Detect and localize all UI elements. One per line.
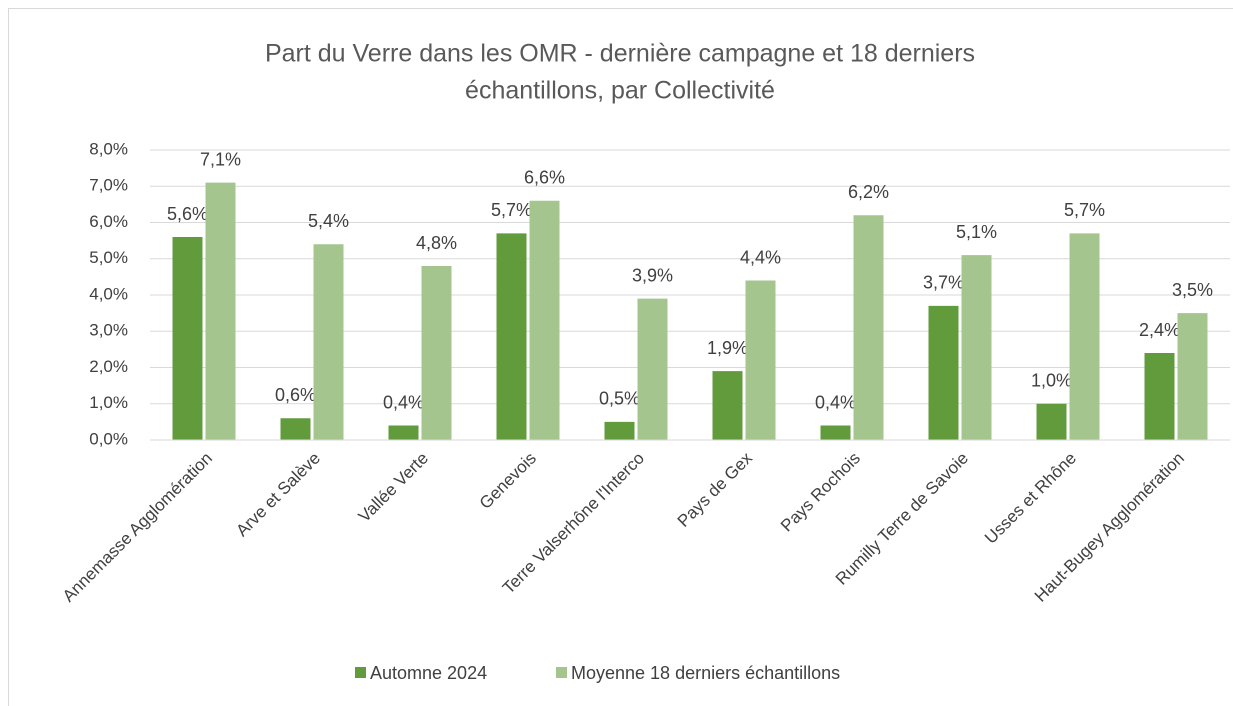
data-label: 5,1% [956, 222, 997, 242]
bar [1036, 403, 1067, 440]
bar [496, 233, 527, 440]
x-tick-label: Vallée Verte [355, 449, 432, 526]
chart-title: échantillons, par Collectivité [465, 77, 775, 105]
data-label: 0,4% [815, 392, 856, 412]
bar [1069, 233, 1100, 440]
bar [172, 237, 203, 440]
bar [853, 215, 884, 440]
bar [1177, 313, 1208, 440]
data-label: 5,6% [167, 204, 208, 224]
data-label: 0,5% [599, 389, 640, 409]
data-label: 2,4% [1139, 320, 1180, 340]
y-tick-label: 6,0% [89, 212, 128, 231]
chart-border [8, 8, 1233, 706]
data-label: 6,6% [524, 168, 565, 188]
bar [529, 200, 560, 440]
data-label: 0,6% [275, 385, 316, 405]
y-tick-label: 3,0% [89, 321, 128, 340]
bar [745, 280, 776, 440]
bar [388, 425, 419, 440]
y-tick-label: 1,0% [89, 393, 128, 412]
y-tick-label: 7,0% [89, 176, 128, 195]
y-tick-label: 4,0% [89, 284, 128, 303]
legend-swatch [556, 667, 567, 678]
y-tick-label: 2,0% [89, 357, 128, 376]
data-label: 3,9% [632, 265, 673, 285]
legend-label: Moyenne 18 derniers échantillons [571, 663, 840, 683]
data-label: 5,4% [308, 211, 349, 231]
bar [637, 298, 668, 440]
data-label: 5,7% [1064, 200, 1105, 220]
x-tick-label: Pays de Gex [674, 448, 757, 531]
bar [604, 421, 635, 440]
legend-label: Automne 2024 [370, 663, 487, 683]
data-label: 3,5% [1172, 280, 1213, 300]
y-tick-label: 8,0% [89, 139, 128, 158]
bar [961, 255, 992, 440]
data-label: 4,4% [740, 247, 781, 267]
bar [421, 266, 452, 440]
bar [712, 371, 743, 440]
bar [820, 425, 851, 440]
x-tick-label: Genevois [476, 449, 540, 513]
data-label: 1,0% [1031, 371, 1072, 391]
data-label: 5,7% [491, 200, 532, 220]
data-label: 1,9% [707, 338, 748, 358]
chart-title: Part du Verre dans les OMR - dernière ca… [265, 40, 975, 68]
data-label: 0,4% [383, 392, 424, 412]
legend-swatch [355, 667, 366, 678]
y-tick-label: 0,0% [89, 429, 128, 448]
data-label: 4,8% [416, 233, 457, 253]
x-tick-label: Annemasse Agglomération [59, 449, 216, 606]
data-label: 7,1% [200, 149, 241, 169]
bar [313, 244, 344, 440]
data-label: 3,7% [923, 273, 964, 293]
bar [928, 305, 959, 440]
x-tick-label: Usses et Rhône [981, 449, 1080, 548]
data-label: 6,2% [848, 182, 889, 202]
bar [1144, 353, 1175, 440]
x-tick-label: Pays Rochois [777, 449, 864, 536]
y-tick-label: 5,0% [89, 248, 128, 267]
bar [280, 418, 311, 440]
bar [205, 182, 236, 440]
x-tick-label: Arve et Salève [232, 449, 324, 541]
